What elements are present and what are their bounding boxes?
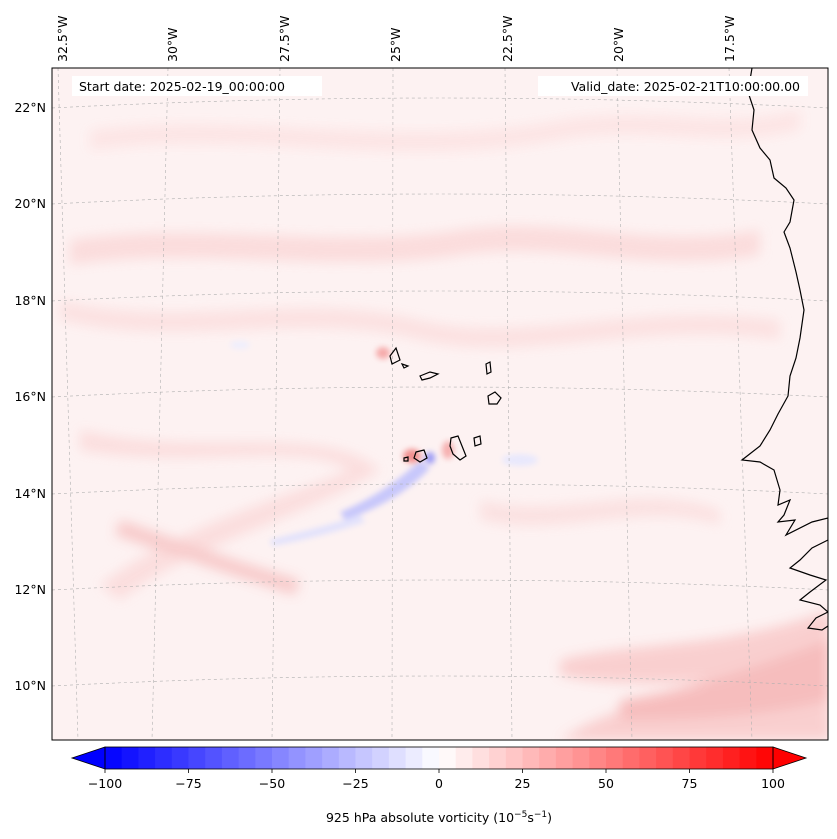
- lat-label: 16°N: [14, 389, 46, 404]
- colorbar-segment: [322, 747, 340, 769]
- coastlines: [389, 68, 828, 631]
- colorbar-segment: [388, 747, 407, 769]
- colorbar-segment: [188, 747, 206, 769]
- colorbar-segment: [121, 747, 139, 769]
- island-brava: [403, 456, 409, 462]
- colorbar-segment: [489, 747, 507, 769]
- colorbar-segment: [288, 747, 306, 769]
- colorbar-segment: [255, 747, 273, 769]
- colorbar-segment: [205, 747, 223, 769]
- colorbar-segment: [372, 747, 390, 769]
- start-date-box: [72, 76, 322, 96]
- colorbar-segment: [555, 747, 574, 769]
- island-santo-antao: [389, 346, 401, 365]
- colorbar-segment: [439, 747, 457, 769]
- colorbar-segment: [672, 747, 691, 769]
- island-maio: [473, 435, 482, 447]
- lat-label: 20°N: [14, 196, 46, 211]
- colorbar-segment: [138, 747, 156, 769]
- colorbar-segment: [272, 747, 290, 769]
- island-sal: [485, 361, 492, 375]
- colorbar-tick-label: −50: [259, 776, 285, 791]
- colorbar-segment: [238, 747, 256, 769]
- colorbar: −100 −75 −50 −25 0 25 50 75 100 925 hPa absolute…: [70, 746, 808, 825]
- colorbar-tick-label: 0: [435, 776, 443, 791]
- colorbar-segment: [422, 747, 440, 769]
- colorbar-segment: [171, 747, 190, 769]
- lat-label: 10°N: [14, 678, 46, 693]
- colorbar-segment: [505, 747, 524, 769]
- colorbar-segment: [355, 747, 373, 769]
- colorbar-ticks: −100 −75 −50 −25 0 25 50 75 100: [88, 769, 785, 791]
- colorbar-segment: [305, 747, 323, 769]
- lat-label: 22°N: [14, 100, 46, 115]
- map-frame: [51, 67, 829, 741]
- colorbar-segment: [105, 747, 123, 769]
- colorbar-segment: [155, 747, 173, 769]
- colorbar-segment: [522, 747, 540, 769]
- colorbar-tick-label: 75: [682, 776, 698, 791]
- lat-label: 18°N: [14, 293, 46, 308]
- colorbar-label: 925 hPa absolute vorticity (10−5s−1): [326, 810, 552, 825]
- colorbar-tick-label: −25: [342, 776, 368, 791]
- island-sao-vicente: [400, 362, 410, 369]
- colorbar-segment: [722, 747, 741, 769]
- colorbar-max-extend-arrow: [772, 746, 808, 770]
- vorticity-field: [52, 68, 828, 740]
- graticule: [52, 68, 828, 740]
- colorbar-segment: [656, 747, 674, 769]
- colorbar-tick-label: 25: [515, 776, 531, 791]
- colorbar-tick-label: 100: [761, 776, 785, 791]
- colorbar-segment: [455, 747, 473, 769]
- colorbar-segments: [105, 747, 774, 769]
- island-sao-nicolau: [419, 371, 440, 381]
- start-date-text: Start date: 2025-02-19_00:00:00: [79, 79, 285, 94]
- colorbar-segment: [589, 747, 607, 769]
- valid-date-box: [538, 76, 808, 96]
- latitude-labels: 22°N 20°N 18°N 16°N 14°N 12°N 10°N: [14, 100, 46, 693]
- colorbar-segment: [606, 747, 624, 769]
- colorbar-segment: [639, 747, 657, 769]
- colorbar-segment: [221, 747, 240, 769]
- island-boa-vista: [487, 391, 502, 405]
- island-fogo: [413, 449, 428, 463]
- lon-label: 32.5°W: [55, 16, 70, 62]
- colorbar-segment: [472, 747, 490, 769]
- lon-label: 17.5°W: [722, 16, 737, 62]
- colorbar-segment: [739, 747, 757, 769]
- longitude-labels: 32.5°W 30°W 27.5°W 25°W 22.5°W 20°W 17.5…: [55, 16, 737, 62]
- lon-label: 20°W: [611, 27, 626, 62]
- colorbar-segment: [572, 747, 590, 769]
- colorbar-tick-label: −100: [88, 776, 122, 791]
- lon-label: 30°W: [165, 27, 180, 62]
- colorbar-segment: [405, 747, 423, 769]
- lat-label: 12°N: [14, 582, 46, 597]
- colorbar-tick-label: −75: [175, 776, 201, 791]
- map-panel: Start date: 2025-02-19_00:00:00 Valid_da…: [51, 67, 829, 741]
- lon-label: 27.5°W: [277, 16, 292, 62]
- colorbar-tick-label: 50: [598, 776, 614, 791]
- lon-label: 25°W: [388, 27, 403, 62]
- lon-label: 22.5°W: [500, 16, 515, 62]
- colorbar-segment: [338, 747, 357, 769]
- colorbar-min-extend-arrow: [70, 746, 106, 770]
- colorbar-segment: [756, 747, 774, 769]
- valid-date-text: Valid_date: 2025-02-21T10:00:00.00: [571, 79, 800, 94]
- africa-coastline: [740, 68, 828, 631]
- colorbar-segment: [689, 747, 707, 769]
- colorbar-segment: [622, 747, 640, 769]
- colorbar-segment: [706, 747, 724, 769]
- island-santiago: [449, 435, 467, 461]
- map-background: [52, 68, 828, 740]
- colorbar-segment: [539, 747, 557, 769]
- lat-label: 14°N: [14, 486, 46, 501]
